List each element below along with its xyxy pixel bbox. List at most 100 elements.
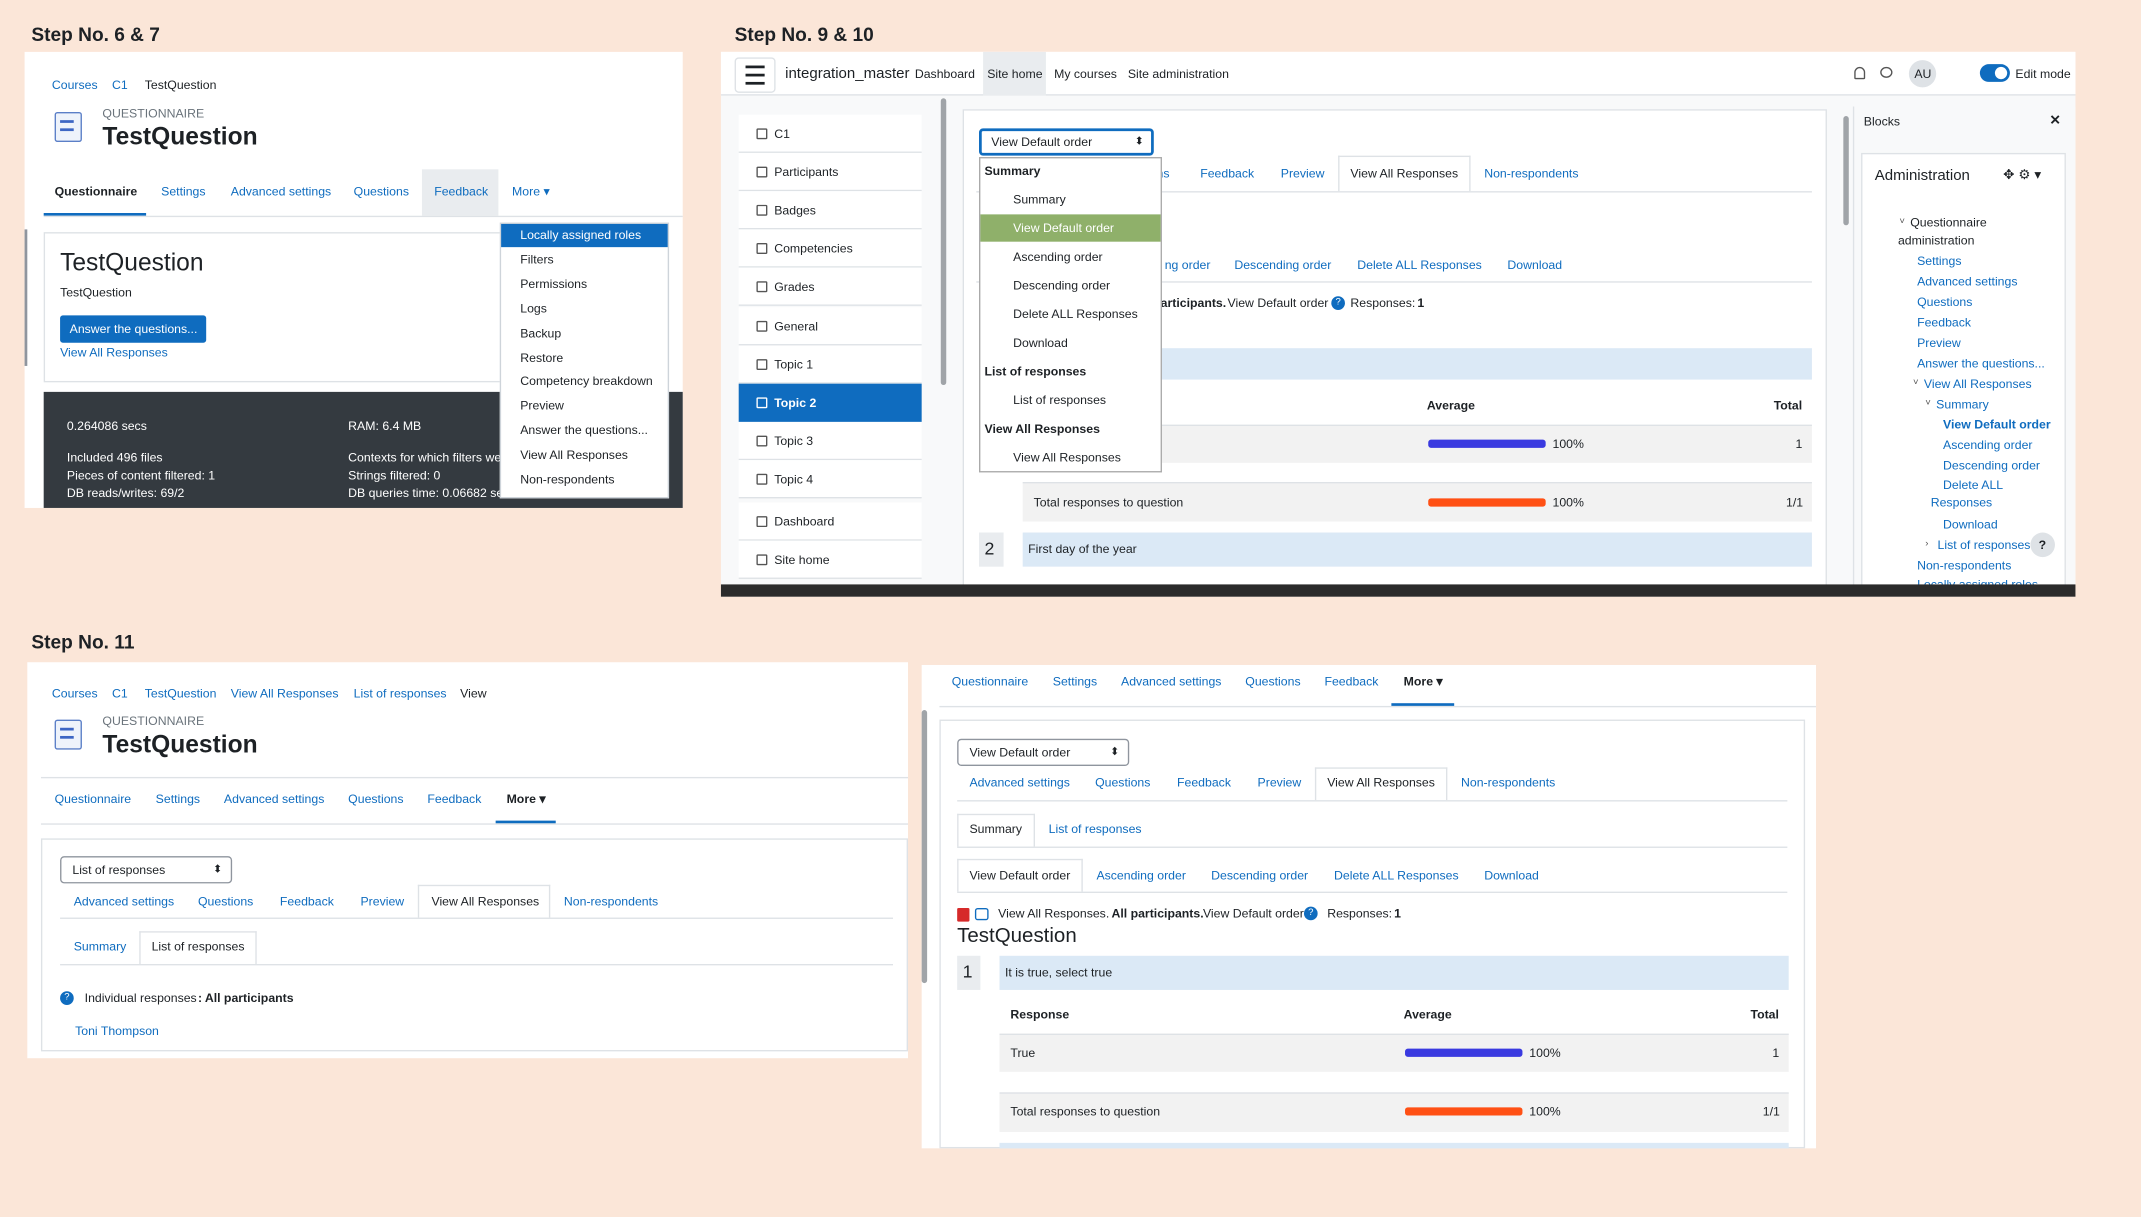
tab[interactable]: Questionnaire [54, 184, 138, 198]
tab[interactable]: Advanced settings [223, 791, 325, 806]
tab[interactable]: Advanced settings [73, 894, 175, 909]
menu-item[interactable]: Answer the questions... [520, 423, 648, 438]
tab[interactable]: View All Responses [1327, 775, 1435, 790]
tab[interactable]: Download [1507, 258, 1563, 272]
tab[interactable]: Descending order [1211, 868, 1309, 883]
tree-caret[interactable]: ˅ [1899, 217, 1905, 227]
tab[interactable]: Delete ALL Responses [1357, 258, 1482, 272]
menu-item[interactable]: Permissions [520, 276, 588, 291]
nav-link[interactable]: Site administration [1127, 66, 1229, 81]
menu-item[interactable]: Competency breakdown [520, 374, 653, 389]
tab[interactable]: Delete ALL Responses [1334, 868, 1459, 883]
tab[interactable]: ng order [1164, 258, 1211, 272]
breadcrumb-item[interactable]: Courses [51, 686, 98, 701]
breadcrumb-item[interactable]: View All Responses [230, 686, 339, 701]
course-index-item[interactable]: Topic 1 [774, 357, 814, 372]
tab[interactable]: Questions [348, 791, 404, 806]
option[interactable]: Descending order [1013, 278, 1111, 293]
course-index-item[interactable]: Dashboard [774, 514, 835, 529]
admin-node[interactable]: Delete ALL Responses [1930, 477, 2003, 510]
course-index-item[interactable]: Grades [774, 279, 815, 294]
option[interactable]: Ascending order [1013, 249, 1103, 264]
course-index-item[interactable]: Topic 2 [774, 395, 817, 410]
tab[interactable]: Settings [1052, 674, 1098, 689]
tab[interactable]: Settings [161, 184, 206, 198]
tab[interactable]: Feedback [1177, 775, 1231, 790]
course-index-item[interactable]: Site home [774, 552, 830, 567]
tab[interactable]: Settings [155, 791, 201, 806]
tab[interactable]: Advanced settings [969, 775, 1070, 790]
tab[interactable]: Feedback [1324, 674, 1379, 689]
option[interactable]: View Default order [1013, 221, 1115, 235]
tab[interactable]: Preview [1280, 166, 1325, 181]
option[interactable]: Summary [1013, 192, 1066, 207]
menu-item[interactable]: View All Responses [520, 447, 628, 462]
admin-node[interactable]: Preview [1917, 335, 1961, 350]
admin-node[interactable]: Download [1943, 517, 1998, 532]
edit-mode-label[interactable]: Edit mode [2015, 66, 2071, 81]
option[interactable]: Download [1013, 335, 1068, 350]
tab[interactable]: Questions [1245, 674, 1301, 689]
option[interactable]: Delete ALL Responses [1013, 307, 1138, 321]
tab[interactable]: List of responses [151, 939, 245, 954]
course-index-item[interactable]: C1 [774, 126, 790, 141]
admin-node[interactable]: View All Responses [1923, 376, 2032, 391]
nav-link[interactable]: Site home [987, 66, 1043, 81]
tab[interactable]: Feedback [1200, 166, 1255, 181]
tab[interactable]: Preview [1257, 775, 1302, 790]
select-value[interactable]: View Default order [969, 745, 1071, 760]
menu-item[interactable]: Filters [520, 252, 554, 267]
course-index-item[interactable]: Topic 4 [774, 472, 814, 487]
nav-link[interactable]: Dashboard [914, 66, 975, 81]
tab[interactable]: Ascending order [1096, 868, 1186, 883]
tab[interactable]: Advanced settings [230, 184, 332, 198]
tab[interactable]: Summary [73, 939, 127, 954]
tab[interactable]: Questions [353, 184, 409, 198]
tree-caret[interactable]: ˅ [1925, 398, 1931, 409]
tab[interactable]: Feedback [434, 184, 489, 198]
tab[interactable]: View All Responses [431, 894, 540, 909]
admin-node[interactable]: View Default order [1943, 417, 2051, 432]
tab[interactable]: Feedback [279, 894, 334, 909]
tab[interactable]: List of responses [1048, 821, 1142, 836]
tab[interactable]: Summary [969, 821, 1023, 836]
nav-link[interactable]: My courses [1054, 66, 1117, 81]
breadcrumb-item[interactable]: TestQuestion [144, 686, 217, 701]
breadcrumb-item[interactable]: List of responses [353, 686, 447, 701]
select-value[interactable]: List of responses [72, 862, 166, 877]
course-index-item[interactable]: Badges [774, 203, 816, 218]
tab[interactable]: More ▾ [512, 184, 550, 198]
tab[interactable]: Advanced settings [1121, 674, 1222, 689]
menu-item[interactable]: Restore [520, 350, 564, 364]
option[interactable]: List of responses [1013, 393, 1107, 407]
admin-node[interactable]: Questions [1917, 294, 1973, 309]
tab[interactable]: Non-respondents [1484, 166, 1579, 181]
course-index-item[interactable]: Participants [774, 165, 839, 179]
admin-node[interactable]: Non-respondents [1917, 558, 2012, 573]
admin-node[interactable]: Feedback [1917, 315, 1972, 330]
breadcrumb-item[interactable]: Courses [51, 77, 98, 92]
tab[interactable]: Questions [197, 894, 254, 909]
tab[interactable]: Questionnaire [951, 674, 1029, 689]
menu-item[interactable]: Logs [520, 301, 547, 315]
menu-item[interactable]: Locally assigned roles [520, 228, 642, 242]
close-icon[interactable]: ✕ [2049, 113, 2061, 129]
course-index-item[interactable]: Topic 3 [774, 434, 814, 448]
tab[interactable]: Download [1484, 868, 1539, 883]
tab[interactable]: Preview [360, 894, 405, 909]
course-index-item[interactable]: Competencies [774, 241, 853, 256]
admin-node[interactable]: Answer the questions... [1917, 356, 2045, 371]
tab[interactable]: More ▾ [1403, 674, 1443, 689]
tab[interactable]: Non-respondents [1461, 775, 1556, 790]
admin-node[interactable]: List of responses [1937, 537, 2031, 552]
admin-node[interactable]: Summary [1936, 397, 1989, 411]
tree-caret[interactable]: › [1925, 539, 1929, 549]
respondent-link[interactable]: Toni Thompson [75, 1024, 159, 1038]
admin-node[interactable]: Advanced settings [1917, 274, 2018, 289]
option[interactable]: View All Responses [1013, 450, 1121, 465]
breadcrumb-item[interactable]: C1 [111, 77, 128, 92]
tab[interactable]: Descending order [1234, 258, 1332, 272]
breadcrumb-item[interactable]: C1 [111, 686, 128, 701]
tab[interactable]: View Default order [969, 868, 1071, 883]
tab[interactable]: Non-respondents [563, 894, 659, 909]
